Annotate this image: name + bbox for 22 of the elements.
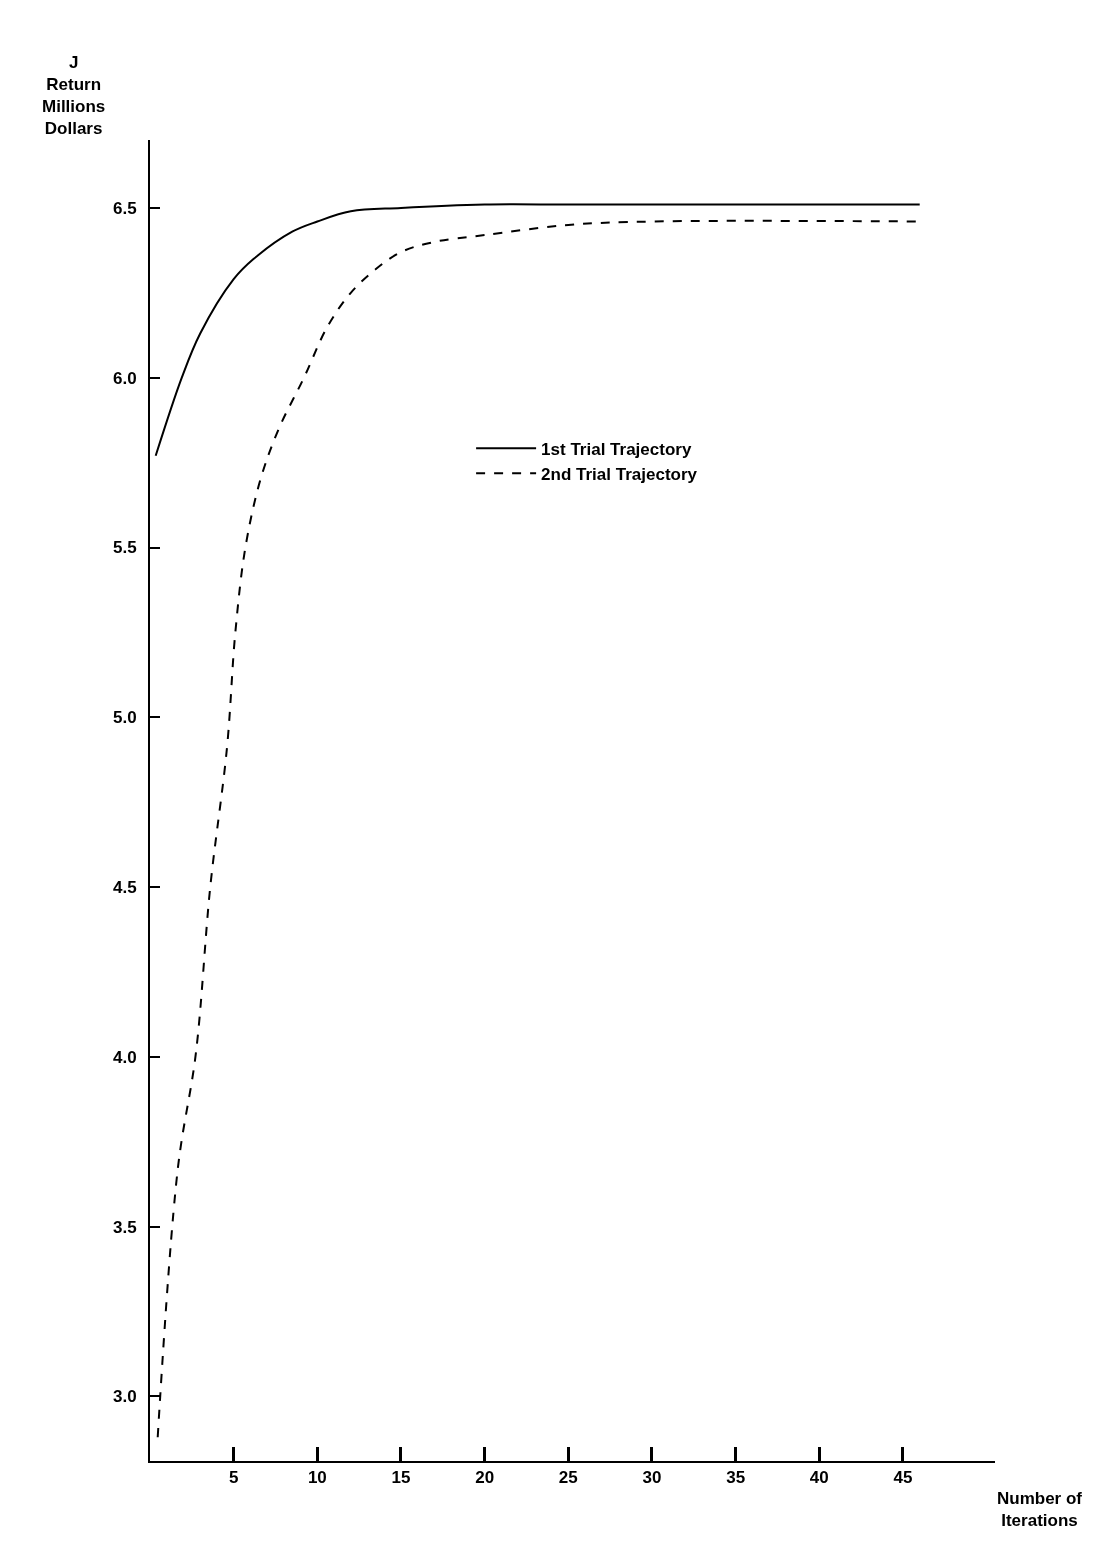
x-tick-label: 35: [726, 1468, 746, 1488]
y-tick-label: 6.0: [112, 368, 137, 388]
x-tick-label: 40: [809, 1468, 829, 1488]
y-tick-label: 3.0: [112, 1387, 137, 1407]
legend-label: 1st Trial Trajectory: [541, 439, 692, 459]
y-tick-label: 5.5: [112, 538, 137, 558]
x-tick-label: 30: [642, 1468, 662, 1488]
y-tick-label: 5.0: [112, 708, 137, 728]
x-tick-label: 10: [307, 1468, 327, 1488]
y-tick-label: 3.5: [112, 1217, 137, 1237]
x-tick-label: 15: [391, 1468, 411, 1488]
y-axis-title: J Return Millions Dollars: [42, 53, 106, 139]
y-tick-label: 4.5: [112, 878, 137, 898]
y-tick-label: 6.5: [112, 198, 137, 218]
line-series: [154, 203, 921, 457]
x-axis-title: Number of Iterations: [997, 1489, 1083, 1531]
x-tick-label: 5: [228, 1468, 239, 1488]
y-tick-label: 4.0: [112, 1047, 137, 1067]
x-tick-label: 25: [558, 1468, 578, 1488]
legend-label: 2nd Trial Trajectory: [541, 464, 698, 484]
x-tick-label: 20: [475, 1468, 495, 1488]
x-tick-label: 45: [893, 1468, 913, 1488]
